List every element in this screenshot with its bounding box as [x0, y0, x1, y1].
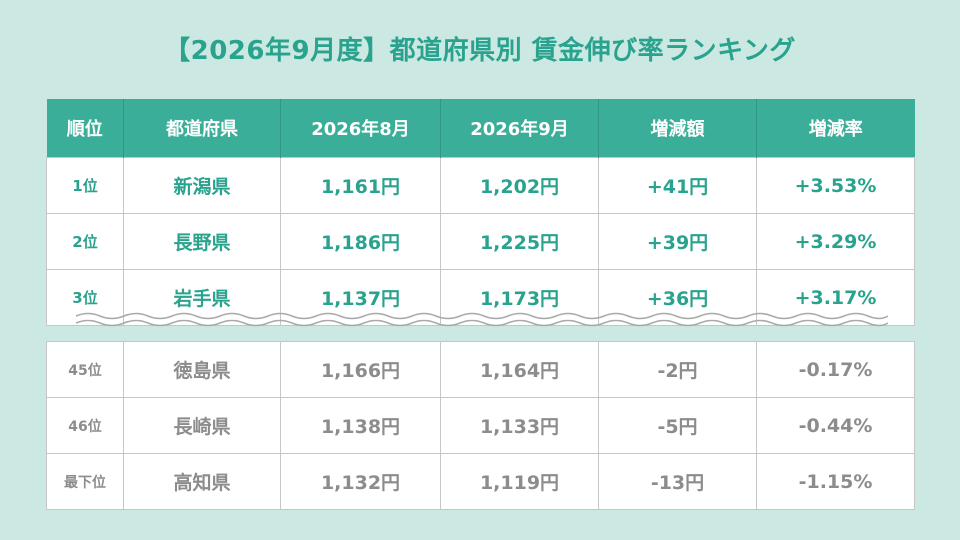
rank-cell: 2位	[46, 213, 124, 270]
august-wage-cell: 1,132円	[280, 453, 441, 510]
prefecture-cell: 長野県	[123, 213, 281, 270]
prefecture-cell: 高知県	[123, 453, 281, 510]
prefecture-cell: 徳島県	[123, 341, 281, 398]
prefecture-cell: 長崎県	[123, 397, 281, 454]
rank-cell: 46位	[46, 397, 124, 454]
change-rate-cell: +3.17%	[756, 269, 915, 326]
header-september: 2026年9月	[440, 99, 599, 158]
rank-cell: 1位	[46, 157, 124, 214]
table-row: 最下位 高知県 1,132円 1,119円 -13円 -1.15%	[46, 453, 915, 510]
september-wage-cell: 1,164円	[440, 341, 599, 398]
table-row: 1位 新潟県 1,161円 1,202円 +41円 +3.53%	[46, 157, 915, 214]
rank-cell: 3位	[46, 269, 124, 326]
change-rate-cell: -0.17%	[756, 341, 915, 398]
september-wage-cell: 1,173円	[440, 269, 599, 326]
rank-cell: 最下位	[46, 453, 124, 510]
change-amount-cell: +39円	[598, 213, 757, 270]
header-prefecture: 都道府県	[123, 99, 281, 158]
table-row: 46位 長崎県 1,138円 1,133円 -5円 -0.44%	[46, 397, 915, 454]
change-rate-cell: +3.53%	[756, 157, 915, 214]
table-row: 45位 徳島県 1,166円 1,164円 -2円 -0.17%	[46, 341, 915, 398]
september-wage-cell: 1,225円	[440, 213, 599, 270]
omission-wave-divider	[76, 312, 888, 327]
august-wage-cell: 1,138円	[280, 397, 441, 454]
header-change-amount: 増減額	[598, 99, 757, 158]
change-rate-cell: -1.15%	[756, 453, 915, 510]
change-rate-cell: +3.29%	[756, 213, 915, 270]
prefecture-cell: 新潟県	[123, 157, 281, 214]
august-wage-cell: 1,186円	[280, 213, 441, 270]
rank-cell: 45位	[46, 341, 124, 398]
september-wage-cell: 1,202円	[440, 157, 599, 214]
change-amount-cell: +41円	[598, 157, 757, 214]
ranking-table-top: 順位 都道府県 2026年8月 2026年9月 増減額 増減率 1位 新潟県 1…	[46, 99, 915, 326]
header-change-rate: 増減率	[756, 99, 915, 158]
september-wage-cell: 1,119円	[440, 453, 599, 510]
august-wage-cell: 1,161円	[280, 157, 441, 214]
change-rate-cell: -0.44%	[756, 397, 915, 454]
header-rank: 順位	[46, 99, 124, 158]
change-amount-cell: -13円	[598, 453, 757, 510]
change-amount-cell: -5円	[598, 397, 757, 454]
change-amount-cell: -2円	[598, 341, 757, 398]
header-row: 順位 都道府県 2026年8月 2026年9月 増減額 増減率	[46, 99, 915, 158]
header-august: 2026年8月	[280, 99, 441, 158]
august-wage-cell: 1,166円	[280, 341, 441, 398]
table-row: 2位 長野県 1,186円 1,225円 +39円 +3.29%	[46, 213, 915, 270]
september-wage-cell: 1,133円	[440, 397, 599, 454]
page-title: 【2026年9月度】都道府県別 賃金伸び率ランキング	[164, 36, 796, 66]
ranking-table-bottom: 45位 徳島県 1,166円 1,164円 -2円 -0.17% 46位 長崎県…	[46, 341, 915, 510]
